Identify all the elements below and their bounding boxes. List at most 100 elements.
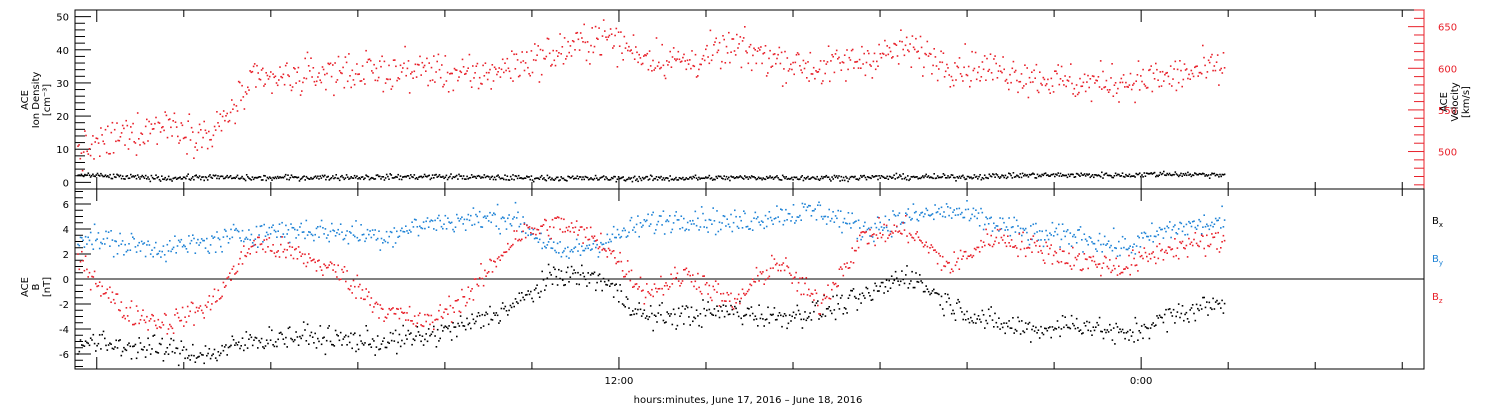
- data-point: [1008, 242, 1010, 244]
- data-point: [991, 245, 994, 248]
- data-point: [395, 175, 397, 178]
- data-point: [803, 177, 806, 179]
- data-point: [214, 174, 217, 177]
- data-point: [185, 321, 188, 323]
- data-point: [1070, 63, 1072, 65]
- data-point: [587, 178, 590, 181]
- data-point: [1156, 230, 1158, 232]
- data-point: [944, 70, 947, 73]
- data-point: [972, 207, 975, 210]
- data-point: [544, 179, 546, 181]
- data-point: [827, 284, 829, 286]
- data-point: [1098, 263, 1101, 265]
- data-point: [410, 332, 412, 334]
- data-point: [376, 335, 379, 337]
- data-point: [1158, 85, 1160, 88]
- data-point: [489, 211, 491, 214]
- data-point: [934, 249, 936, 251]
- data-point: [297, 234, 300, 236]
- data-point: [1040, 239, 1042, 241]
- data-point: [754, 177, 756, 179]
- data-point: [932, 64, 934, 67]
- data-point: [464, 328, 467, 331]
- data-point: [179, 352, 181, 355]
- data-point: [249, 70, 251, 72]
- data-point: [1095, 79, 1097, 82]
- data-point: [476, 315, 478, 318]
- data-point: [906, 213, 908, 216]
- data-point: [966, 310, 968, 313]
- data-point: [1220, 307, 1222, 309]
- data-point: [132, 175, 134, 177]
- data-point: [601, 176, 604, 178]
- data-point: [605, 242, 607, 244]
- data-point: [721, 177, 723, 179]
- data-point: [824, 72, 826, 75]
- data-point: [819, 313, 822, 315]
- data-point: [1109, 174, 1111, 177]
- data-point: [1173, 68, 1175, 70]
- data-point: [837, 209, 839, 212]
- data-point: [1014, 69, 1017, 72]
- data-point: [912, 237, 915, 239]
- data-point: [244, 344, 246, 346]
- data-point: [763, 178, 766, 180]
- data-point: [567, 40, 569, 43]
- data-point: [293, 67, 295, 69]
- data-point: [115, 293, 117, 295]
- data-point: [235, 272, 237, 274]
- data-point: [421, 61, 424, 64]
- data-point: [259, 225, 262, 228]
- data-point: [1132, 246, 1134, 248]
- data-point: [1049, 92, 1051, 94]
- data-point: [847, 212, 850, 214]
- data-point: [825, 174, 828, 177]
- data-point: [288, 241, 291, 244]
- data-point: [183, 346, 185, 348]
- data-point: [740, 317, 742, 320]
- data-point: [419, 175, 421, 178]
- data-point: [443, 83, 445, 86]
- data-point: [486, 215, 489, 217]
- data-point: [672, 47, 675, 49]
- data-point: [365, 325, 367, 327]
- data-point: [548, 52, 551, 55]
- data-point: [645, 54, 647, 57]
- data-point: [1062, 80, 1064, 82]
- data-point: [614, 284, 616, 286]
- data-point: [257, 72, 259, 74]
- data-point: [640, 290, 643, 292]
- data-point: [763, 325, 765, 327]
- data-point: [801, 327, 804, 329]
- data-point: [667, 288, 670, 290]
- data-point: [798, 53, 800, 56]
- data-point: [416, 63, 419, 66]
- data-point: [1021, 87, 1024, 89]
- data-point: [1115, 174, 1118, 177]
- data-point: [365, 49, 367, 52]
- data-point: [434, 81, 436, 83]
- data-point: [963, 251, 966, 253]
- data-point: [461, 58, 464, 61]
- data-point: [501, 254, 504, 257]
- data-point: [305, 175, 308, 178]
- data-point: [986, 233, 989, 235]
- data-point: [1153, 171, 1156, 174]
- data-point: [95, 282, 97, 285]
- data-point: [146, 118, 148, 121]
- data-point: [537, 177, 539, 180]
- data-point: [390, 231, 393, 234]
- data-point: [901, 221, 903, 224]
- data-point: [332, 269, 334, 271]
- data-point: [514, 298, 517, 300]
- data-point: [189, 139, 192, 141]
- data-point: [1044, 327, 1046, 330]
- data-point: [337, 177, 340, 180]
- data-point: [114, 240, 116, 242]
- data-point: [741, 177, 744, 179]
- data-point: [644, 296, 647, 299]
- data-point: [325, 339, 328, 342]
- data-point: [1000, 323, 1003, 325]
- data-point: [343, 266, 346, 268]
- data-point: [92, 173, 94, 176]
